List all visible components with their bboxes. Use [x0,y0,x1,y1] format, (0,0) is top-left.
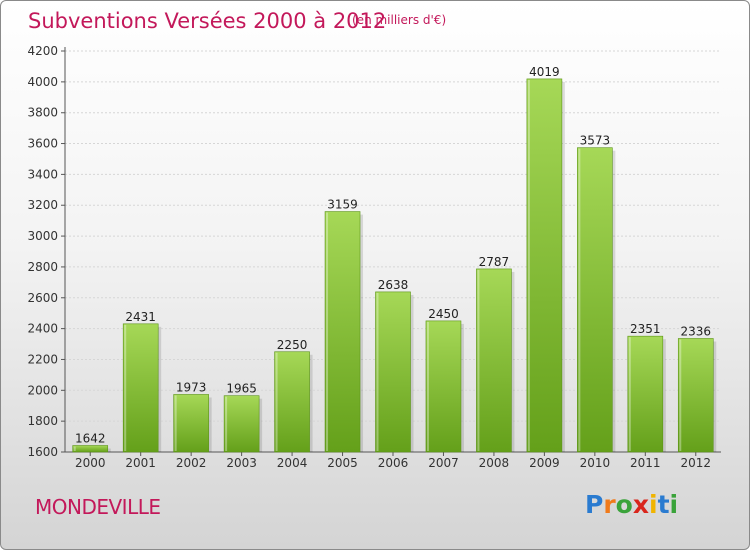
data-label: 4019 [529,65,560,79]
data-label: 2250 [277,338,308,352]
bar-highlight [275,352,278,451]
y-tick-label: 3400 [27,167,58,181]
bar [223,395,260,453]
data-label: 1642 [75,432,106,446]
bar [173,394,209,453]
bar-highlight [628,337,631,451]
x-tick-label: 2007 [428,456,459,470]
x-tick-label: 2009 [529,456,560,470]
logo-letter: i [669,490,679,519]
bar [375,291,411,453]
x-tick-label: 2005 [327,456,358,470]
y-tick-label: 2000 [27,383,58,397]
bar-highlight [225,396,228,451]
bar-highlight [426,321,429,451]
proxiti-logo: Proxiti [585,490,678,519]
y-tick-label: 2600 [27,291,58,305]
bar [324,211,361,453]
bar [476,268,512,453]
bar-highlight [477,269,480,451]
bar [274,351,310,453]
x-tick-label: 2001 [125,456,156,470]
y-tick-label: 3800 [27,106,58,120]
logo-letter: P [585,490,604,519]
logo-letter: i [649,490,658,519]
y-tick-label: 4200 [27,44,58,58]
x-tick-label: 2003 [226,456,257,470]
y-tick-label: 2400 [27,322,58,336]
y-tick-label: 3200 [27,198,58,212]
logo-letter: r [603,490,616,519]
bar [425,320,462,453]
x-tick-label: 2006 [378,456,409,470]
x-tick-label: 2008 [479,456,510,470]
bar [577,147,613,453]
bar-highlight [174,395,177,451]
logo-letter: t [657,490,670,519]
x-tick-label: 2011 [630,456,661,470]
bar-highlight [527,79,530,451]
y-tick-label: 2800 [27,260,58,274]
data-label: 2351 [630,322,661,336]
bar-highlight [124,324,127,451]
data-label: 2638 [378,278,409,292]
data-label: 1965 [226,382,257,396]
y-tick-label: 2200 [27,352,58,366]
y-tick-label: 1800 [27,414,58,428]
x-tick-label: 2004 [277,456,308,470]
x-tick-label: 2012 [680,456,711,470]
x-tick-label: 2010 [580,456,611,470]
chart-title: Subventions Versées 2000 à 2012 [28,9,387,33]
logo-letter: x [632,490,649,519]
bar [677,338,714,453]
commune-name: MONDEVILLE [35,495,161,519]
logo-letter: o [615,490,633,519]
data-label: 2787 [479,255,510,269]
data-label: 1973 [176,380,207,394]
bar-highlight [578,148,581,451]
bar-highlight [73,446,76,451]
data-label: 2450 [428,307,459,321]
data-label: 3159 [327,198,358,212]
bar-highlight [326,212,329,451]
y-tick-label: 1600 [27,445,58,459]
data-label: 2336 [680,324,711,338]
y-tick-label: 4000 [27,75,58,89]
bar [72,445,109,453]
y-tick-label: 3600 [27,137,58,151]
data-label: 2431 [125,310,156,324]
bar [627,335,664,453]
data-label: 3573 [580,134,611,148]
x-tick-label: 2000 [75,456,106,470]
bar-highlight [679,339,682,451]
chart-subtitle: (en milliers d'€) [352,13,447,27]
bar [526,78,563,453]
bar-highlight [376,292,379,451]
y-tick-label: 3000 [27,229,58,243]
bar [122,323,159,453]
x-tick-label: 2002 [176,456,207,470]
